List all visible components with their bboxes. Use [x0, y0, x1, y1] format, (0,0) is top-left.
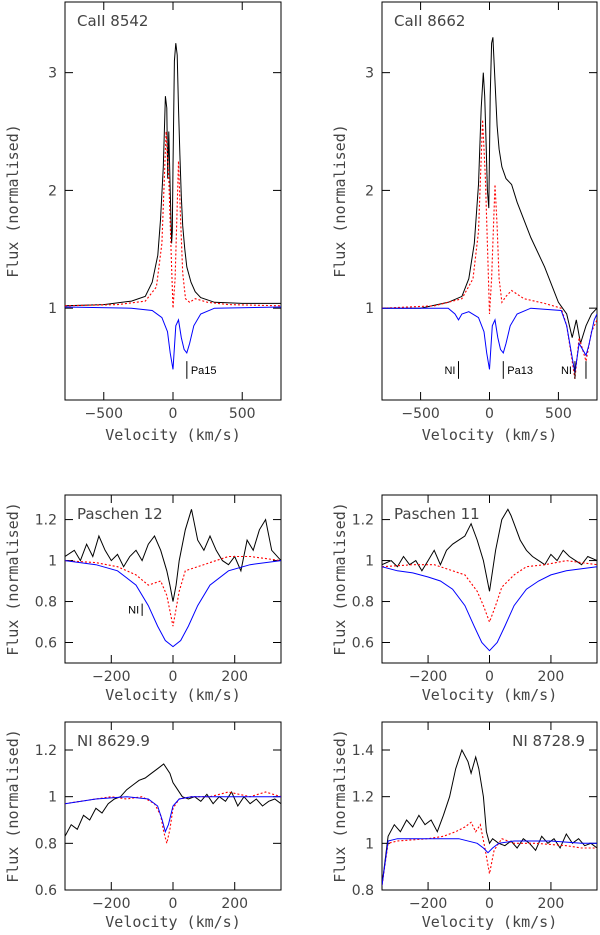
- series-model-dotted: [65, 131, 281, 309]
- series-model-solid: [65, 796, 281, 834]
- plot-frame: [381, 1, 598, 401]
- y-axis-label: Flux (normalised): [331, 729, 349, 883]
- line-marker-label: NI: [561, 365, 572, 377]
- x-axis-label: Velocity (km/s): [422, 426, 557, 444]
- y-tick-label: 1: [48, 790, 57, 806]
- x-tick-label: 200: [538, 896, 565, 912]
- y-tick-label: 1.2: [352, 790, 374, 806]
- y-tick-label: 1: [365, 836, 374, 852]
- x-tick-label: −200: [409, 669, 447, 685]
- y-tick-label: 1: [48, 554, 57, 570]
- x-tick-label: 200: [221, 896, 248, 912]
- series-model-solid: [65, 560, 281, 648]
- panel-paschen-11: −200 0 200 0.6 0.8 1 1.2 Paschen 11 Velocity (km…: [331, 494, 598, 704]
- y-tick-label: 0.8: [352, 883, 374, 899]
- panel-title: Paschen 12: [77, 505, 163, 523]
- y-tick-label: 2: [365, 183, 374, 199]
- x-tick-label: 200: [538, 669, 565, 685]
- y-tick-label: 2: [48, 183, 57, 199]
- y-tick-label: 0.8: [35, 836, 57, 852]
- y-axis-label: Flux (normalised): [331, 502, 349, 656]
- line-marker-label: NI: [444, 365, 455, 377]
- series-model-dotted: [65, 791, 281, 844]
- y-tick-label: 3: [48, 66, 57, 82]
- y-tick-label: 1.2: [35, 743, 57, 759]
- x-axis-label: Velocity (km/s): [105, 913, 240, 931]
- line-marker-label: Pa13: [507, 365, 533, 377]
- x-axis-label: Velocity (km/s): [105, 686, 240, 704]
- y-axis-label: Flux (normalised): [4, 502, 22, 656]
- x-tick-label: 500: [229, 406, 256, 422]
- x-tick-label: 0: [169, 896, 178, 912]
- x-tick-label: −200: [409, 896, 447, 912]
- series-model-dotted: [382, 119, 597, 379]
- series-observed: [382, 508, 597, 592]
- y-axis-label: Flux (normalised): [331, 124, 349, 278]
- series-model-solid: [382, 566, 597, 652]
- panel-title: CaII 8542: [77, 12, 148, 30]
- panel-paschen-12: −200 0 200 0.6 0.8 1 1.2 NI Paschen 12 Velocity (…: [4, 494, 282, 704]
- x-tick-label: 0: [169, 406, 178, 422]
- series-model-solid: [65, 306, 281, 370]
- x-tick-label: 0: [485, 406, 494, 422]
- line-marker-label: NI: [128, 605, 139, 617]
- x-tick-label: 500: [545, 406, 572, 422]
- y-tick-label: 1: [365, 554, 374, 570]
- y-tick-label: 1.2: [35, 513, 57, 529]
- x-tick-label: 200: [221, 669, 248, 685]
- y-tick-label: 1.4: [352, 743, 374, 759]
- y-tick-label: 0.8: [352, 595, 374, 611]
- panel-title: NI 8629.9: [77, 732, 150, 750]
- panel-ni-8629: −200 0 200 0.6 0.8 1 1.2 NI 8629.9 Velocity (km/…: [4, 721, 282, 931]
- x-tick-label: −500: [401, 406, 439, 422]
- series-observed: [65, 43, 281, 307]
- y-axis-label: Flux (normalised): [4, 729, 22, 883]
- y-tick-label: 0.8: [35, 595, 57, 611]
- x-axis-label: Velocity (km/s): [105, 426, 240, 444]
- panel-ni-8728: −200 0 200 0.8 1 1.2 1.4 NI 8728.9 Velocity (km/…: [331, 721, 598, 931]
- panel-title: Paschen 11: [394, 505, 480, 523]
- panel-caII-8662: −500 0 500 1 2 3 NI Pa13 NI CaII 8662 Velocity (km…: [331, 1, 598, 444]
- panel-caII-8542: −500 0 500 1 2 3 Pa15 CaII 8542 Velocity (km/s) F…: [4, 1, 282, 444]
- series-observed: [65, 763, 281, 837]
- y-tick-label: 1.2: [352, 513, 374, 529]
- x-tick-label: 0: [485, 896, 494, 912]
- x-axis-label: Velocity (km/s): [422, 913, 557, 931]
- panel-title: CaII 8662: [394, 12, 465, 30]
- series-observed: [382, 37, 597, 344]
- y-axis-label: Flux (normalised): [4, 124, 22, 278]
- line-marker-label: Pa15: [191, 365, 217, 377]
- series-model-dotted: [382, 821, 597, 886]
- series-observed: [382, 748, 597, 886]
- x-axis-label: Velocity (km/s): [422, 686, 557, 704]
- y-tick-label: 0.6: [35, 636, 57, 652]
- y-tick-label: 0.6: [352, 636, 374, 652]
- y-tick-label: 1: [365, 301, 374, 317]
- x-tick-label: 0: [485, 669, 494, 685]
- series-model-solid: [382, 307, 597, 373]
- series-model-solid: [382, 838, 597, 886]
- series-observed: [65, 509, 281, 602]
- x-tick-label: −200: [92, 896, 130, 912]
- y-tick-label: 1: [48, 301, 57, 317]
- series-model-dotted: [65, 555, 281, 627]
- x-tick-label: −200: [92, 669, 130, 685]
- y-tick-label: 0.6: [35, 883, 57, 899]
- x-tick-label: −500: [85, 406, 123, 422]
- x-tick-label: 0: [169, 669, 178, 685]
- panel-title: NI 8728.9: [512, 732, 585, 750]
- y-tick-label: 3: [365, 66, 374, 82]
